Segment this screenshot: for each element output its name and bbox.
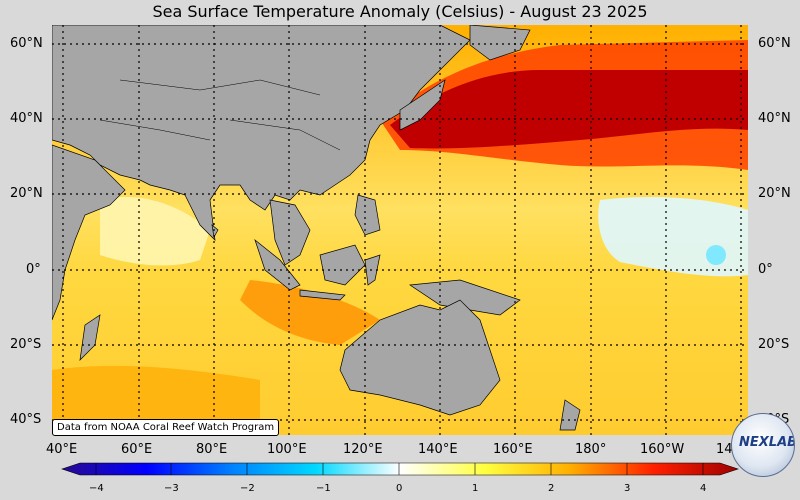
java (299, 289, 346, 301)
nexlab-logo: NEXLAB (731, 413, 795, 477)
lat-label-left: 20°S (10, 337, 42, 352)
map-area (52, 25, 748, 435)
australia (339, 299, 501, 416)
lon-label: 80°E (196, 442, 228, 457)
lat-label-right: 60°N (758, 36, 791, 51)
new-guinea (408, 279, 521, 316)
lat-label-right: 40°N (758, 111, 791, 126)
lat-label-right: 0° (758, 262, 773, 277)
lat-label-left: 20°N (10, 186, 43, 201)
colorbar-tick-label: 4 (700, 483, 707, 494)
sri-lanka (211, 224, 219, 239)
lon-label: 60°E (121, 442, 153, 457)
country-borders (99, 79, 341, 151)
sulawesi (364, 254, 381, 286)
logo-text: NEXLAB (739, 435, 795, 450)
lon-label: 120°E (343, 442, 383, 457)
land (52, 25, 581, 431)
japan (399, 79, 446, 131)
borneo (319, 244, 366, 286)
lat-label-right: 20°N (758, 186, 791, 201)
data-credit: Data from NOAA Coral Reef Watch Program (52, 419, 280, 436)
lon-label: 40°E (46, 442, 78, 457)
lon-label: 140°E (418, 442, 458, 457)
lon-label: 160°E (493, 442, 533, 457)
colorbar (61, 462, 739, 476)
indochina (269, 199, 311, 266)
map-title: Sea Surface Temperature Anomaly (Celsius… (152, 2, 648, 21)
philippines (354, 194, 381, 236)
colorbar-tick-label: −2 (240, 483, 255, 494)
new-zealand (559, 399, 581, 431)
indian-ocean-pale-patch (100, 196, 210, 266)
north-pacific-hot-core (390, 70, 748, 149)
colorbar-tick-marks (95, 463, 704, 475)
lon-label: 180° (575, 442, 607, 457)
lat-label-left: 40°S (10, 412, 42, 427)
lon-label: 100°E (267, 442, 307, 457)
colorbar-tick-label: −1 (316, 483, 331, 494)
colorbar-tick-label: 1 (472, 483, 479, 494)
arabia-africa (52, 144, 126, 321)
colorbar-tick-label: 2 (548, 483, 555, 494)
lon-label: 160°W (640, 442, 685, 457)
lat-label-left: 0° (26, 262, 41, 277)
colorbar-tick-label: 3 (624, 483, 631, 494)
colorbar-scale (61, 462, 739, 476)
lat-label-right: 20°S (758, 337, 790, 352)
indonesia-warm-patch (240, 280, 380, 345)
colorbar-tick-label: −4 (89, 483, 104, 494)
colorbar-tick-label: 0 (396, 483, 403, 494)
cool-spot (706, 245, 726, 265)
lat-label-left: 60°N (10, 36, 43, 51)
southern-ocean-warm-patch (52, 365, 260, 435)
lat-label-left: 40°N (10, 111, 43, 126)
colorbar-tick-label: −3 (164, 483, 179, 494)
kamchatka (469, 25, 531, 61)
